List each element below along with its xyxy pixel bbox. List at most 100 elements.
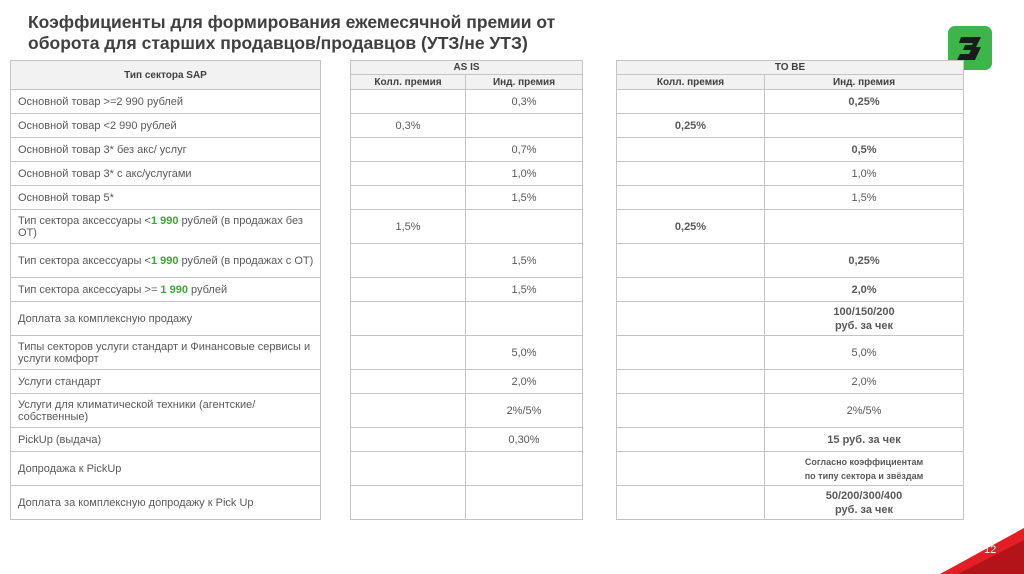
to-be-ind-cell: 2%/5% — [763, 393, 965, 428]
table-row: 50/200/300/400 руб. за чек — [616, 485, 965, 520]
as-is-coll-cell: 0,3% — [350, 113, 466, 138]
table-row: Типы секторов услуги стандарт и Финансов… — [10, 335, 321, 370]
table-row: 1,0% — [350, 161, 583, 186]
table-row: 5,0% — [350, 335, 583, 370]
table-row: Тип сектора аксессуары >= 1 990 рублей — [10, 277, 321, 302]
label-text: Типы секторов услуги стандарт и Финансов… — [18, 340, 311, 365]
label-text: Тип сектора аксессуары < — [18, 254, 151, 267]
sector-label: Типы секторов услуги стандарт и Финансов… — [10, 335, 321, 370]
table-row: 0,25% — [616, 89, 965, 114]
to-be-coll-cell — [616, 427, 765, 452]
label-text: Основной товар >=2 990 рублей — [18, 95, 184, 108]
sector-header: Тип сектора SAP — [10, 60, 321, 90]
to-be-coll-cell — [616, 393, 765, 428]
table-row: 0,5% — [616, 137, 965, 162]
label-text: рублей (в продажах с ОТ) — [178, 254, 314, 267]
table-row: Основной товар 3* без акс/ услуг — [10, 137, 321, 162]
table-row: Тип сектора аксессуары <1 990 рублей (в … — [10, 209, 321, 244]
table-row — [350, 301, 583, 336]
sector-label: Основной товар <2 990 рублей — [10, 113, 321, 138]
sector-label: Основной товар 5* — [10, 185, 321, 210]
to-be-coll-cell — [616, 161, 765, 186]
table-row: Основной товар >=2 990 рублей — [10, 89, 321, 114]
table-row: Основной товар <2 990 рублей — [10, 113, 321, 138]
as-is-coll-cell — [350, 369, 466, 394]
to-be-coll-cell — [616, 137, 765, 162]
sector-label: Основной товар >=2 990 рублей — [10, 89, 321, 114]
to-be-ind-cell: 5,0% — [763, 335, 965, 370]
as-is-ind-cell: 0,3% — [465, 89, 583, 114]
label-text: Доплата за комплексную продажу — [18, 312, 193, 325]
label-text: Основной товар 3* с акс/услугами — [18, 167, 192, 180]
to-be-coll-cell — [616, 451, 765, 486]
as-is-coll-cell — [350, 301, 466, 336]
as-is-coll-header: Колл. премия — [350, 74, 466, 90]
sector-label: Тип сектора аксессуары <1 990 рублей (в … — [10, 209, 321, 244]
label-text: рублей (в продажах без ОТ) — [18, 214, 303, 239]
sector-label: Доплата за комплексную продажу — [10, 301, 321, 336]
label-text: Основной товар 3* без акс/ услуг — [18, 143, 187, 156]
table-row: 15 руб. за чек — [616, 427, 965, 452]
to-be-ind-cell: 1,0% — [763, 161, 965, 186]
as-is-coll-cell — [350, 137, 466, 162]
to-be-ind-cell: Согласно коэффициентам по типу сектора и… — [763, 451, 965, 486]
table-row: 0,3% — [350, 113, 583, 138]
to-be-ind-cell: 2,0% — [763, 277, 965, 302]
as-is-ind-cell — [465, 209, 583, 244]
to-be-table: TO BE Колл. премия Инд. премия 0,25% 0,25… — [615, 60, 965, 520]
as-is-coll-cell — [350, 161, 466, 186]
as-is-ind-cell: 2,0% — [465, 369, 583, 394]
as-is-coll-cell: 1,5% — [350, 209, 466, 244]
to-be-ind-cell: 15 руб. за чек — [763, 427, 965, 452]
to-be-coll-cell — [616, 369, 765, 394]
to-be-ind-cell — [763, 113, 965, 138]
table-row — [350, 451, 583, 486]
sector-label: Основной товар 3* без акс/ услуг — [10, 137, 321, 162]
as-is-ind-cell — [465, 485, 583, 520]
sector-label: Тип сектора аксессуары >= 1 990 рублей — [10, 277, 321, 302]
to-be-coll-cell — [616, 89, 765, 114]
as-is-coll-cell — [350, 451, 466, 486]
table-row: Допродажа к PickUp — [10, 451, 321, 486]
sector-label: Услуги для климатической техники (агентс… — [10, 393, 321, 428]
label-text: Услуги стандарт — [18, 375, 101, 388]
label-text: Услуги для климатической техники (агентс… — [18, 398, 256, 423]
as-is-coll-cell — [350, 393, 466, 428]
as-is-ind-cell: 1,5% — [465, 277, 583, 302]
table-row: Основной товар 5* — [10, 185, 321, 210]
as-is-ind-cell: 5,0% — [465, 335, 583, 370]
as-is-header: AS IS — [350, 60, 583, 75]
table-row: 1,5% — [350, 243, 583, 278]
as-is-ind-cell: 2%/5% — [465, 393, 583, 428]
to-be-coll-cell: 0,25% — [616, 113, 765, 138]
price-threshold: 1 990 — [150, 254, 179, 267]
table-row: 1,0% — [616, 161, 965, 186]
table-row: Согласно коэффициентам по типу сектора и… — [616, 451, 965, 486]
as-is-ind-cell: 0,30% — [465, 427, 583, 452]
to-be-ind-cell: 0,25% — [763, 89, 965, 114]
to-be-ind-header: Инд. премия — [763, 74, 965, 90]
table-row: 2%/5% — [616, 393, 965, 428]
as-is-ind-cell: 1,0% — [465, 161, 583, 186]
label-text: Тип сектора аксессуары < — [18, 214, 151, 227]
label-text: Тип сектора аксессуары >= — [18, 283, 161, 296]
as-is-coll-cell — [350, 277, 466, 302]
to-be-ind-cell: 50/200/300/400 руб. за чек — [763, 485, 965, 520]
sector-table: Тип сектора SAP Основной товар >=2 990 р… — [10, 60, 321, 520]
sector-label: Допродажа к PickUp — [10, 451, 321, 486]
label-text: Доплата за комплексную допродажу к Pick … — [18, 496, 254, 509]
sector-label: Услуги стандарт — [10, 369, 321, 394]
table-row: Тип сектора аксессуары <1 990 рублей (в … — [10, 243, 321, 278]
to-be-coll-cell: 0,25% — [616, 209, 765, 244]
table-row: 2%/5% — [350, 393, 583, 428]
page-number: 12 — [984, 544, 997, 556]
to-be-coll-header: Колл. премия — [616, 74, 765, 90]
table-row: Услуги стандарт — [10, 369, 321, 394]
label-text: рублей — [187, 283, 228, 296]
as-is-coll-cell — [350, 427, 466, 452]
price-threshold: 1 990 — [150, 214, 179, 227]
to-be-ind-cell: 0,5% — [763, 137, 965, 162]
to-be-coll-cell — [616, 277, 765, 302]
as-is-ind-cell — [465, 301, 583, 336]
